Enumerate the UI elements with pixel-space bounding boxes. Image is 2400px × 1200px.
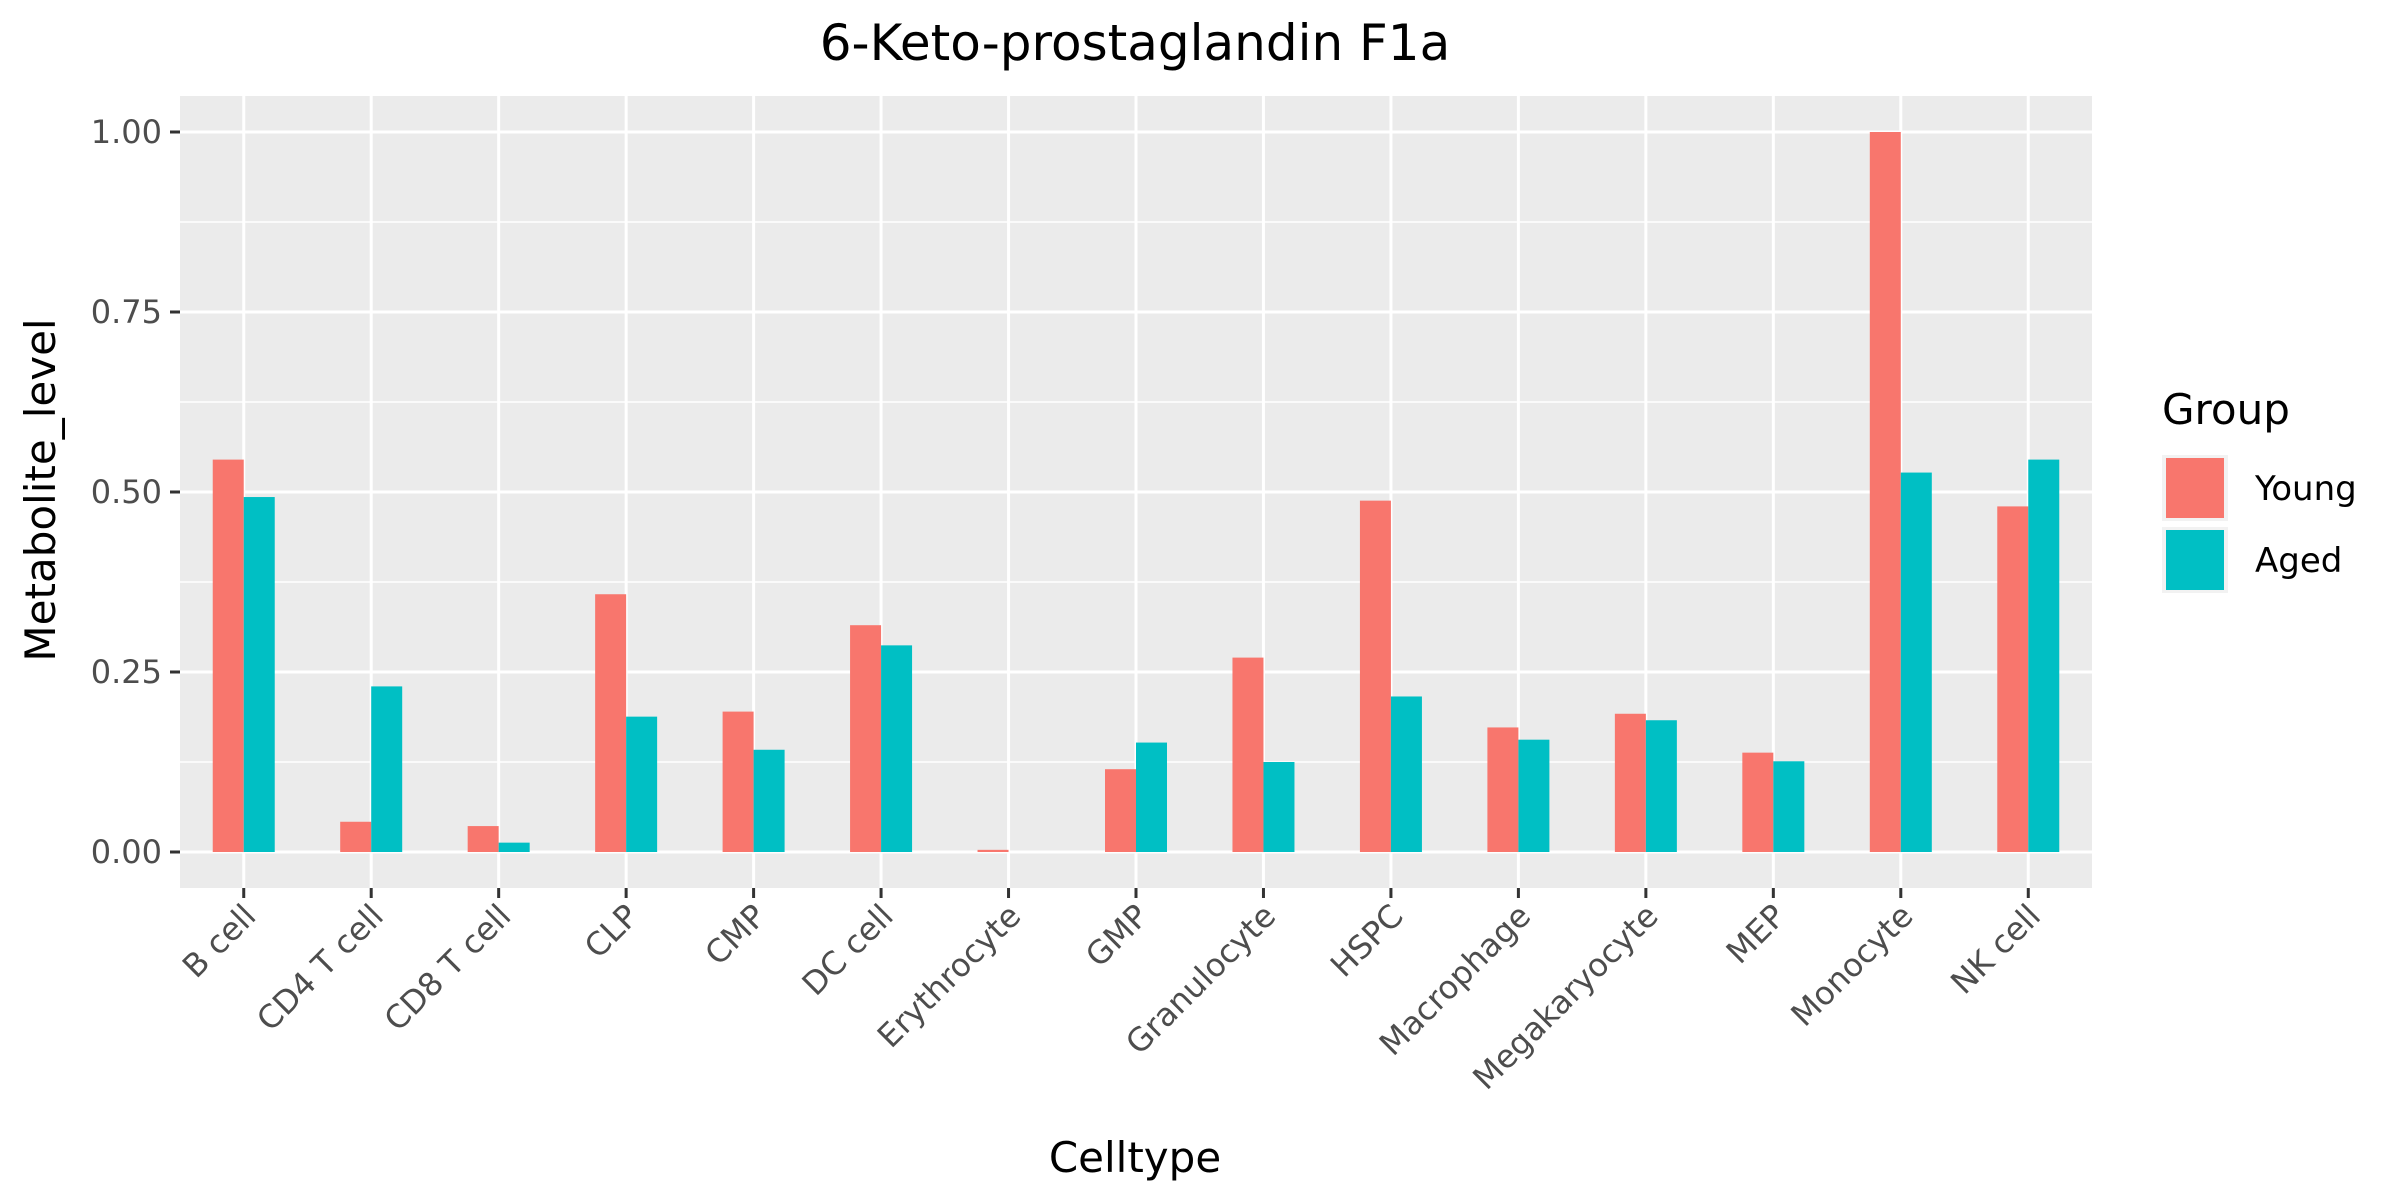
bar-aged xyxy=(753,749,785,852)
bar-young xyxy=(340,821,372,852)
bar-young xyxy=(467,826,499,852)
legend-key-aged xyxy=(2166,530,2224,590)
bar-young xyxy=(1742,752,1774,852)
bar-aged xyxy=(1773,761,1805,852)
bar-aged xyxy=(881,645,913,852)
bar-young xyxy=(212,459,244,852)
bar-young xyxy=(1232,657,1264,852)
x-axis-title: Celltype xyxy=(1049,1133,1221,1182)
bar-young xyxy=(850,625,882,852)
legend-label-aged: Aged xyxy=(2255,541,2342,581)
bar-aged xyxy=(2028,459,2060,852)
chart-title: 6-Keto-prostaglandin F1a xyxy=(820,14,1451,72)
bar-young xyxy=(1359,500,1391,852)
bar-young xyxy=(1487,727,1519,852)
y-axis-title: Metabolite_level xyxy=(16,318,65,661)
bar-aged xyxy=(1390,696,1422,852)
y-tick-label: 0.25 xyxy=(91,653,162,691)
y-tick-label: 1.00 xyxy=(91,113,162,151)
bar-aged xyxy=(243,497,275,852)
bar-aged xyxy=(1645,720,1677,852)
bar-aged xyxy=(626,716,658,852)
bar-aged xyxy=(371,686,403,852)
y-tick-label: 0.00 xyxy=(91,833,162,871)
bar-young xyxy=(1614,713,1646,852)
bar-aged xyxy=(1136,742,1167,852)
bar-young xyxy=(1869,132,1901,852)
legend-key-young xyxy=(2166,458,2224,518)
legend: Group Young Aged xyxy=(2162,385,2357,593)
bar-aged xyxy=(1263,762,1295,852)
bar-young xyxy=(722,711,754,852)
bar-aged xyxy=(1518,739,1550,852)
bar-young xyxy=(1105,769,1136,852)
bar-aged xyxy=(498,842,530,852)
bar-aged xyxy=(1900,472,1932,852)
y-tick-label: 0.75 xyxy=(91,293,162,331)
legend-title: Group xyxy=(2162,385,2290,434)
bar-young xyxy=(977,849,1009,852)
bar-young xyxy=(595,594,627,852)
bar-young xyxy=(1997,506,2029,852)
legend-label-young: Young xyxy=(2254,469,2357,509)
y-tick-label: 0.50 xyxy=(91,473,162,511)
